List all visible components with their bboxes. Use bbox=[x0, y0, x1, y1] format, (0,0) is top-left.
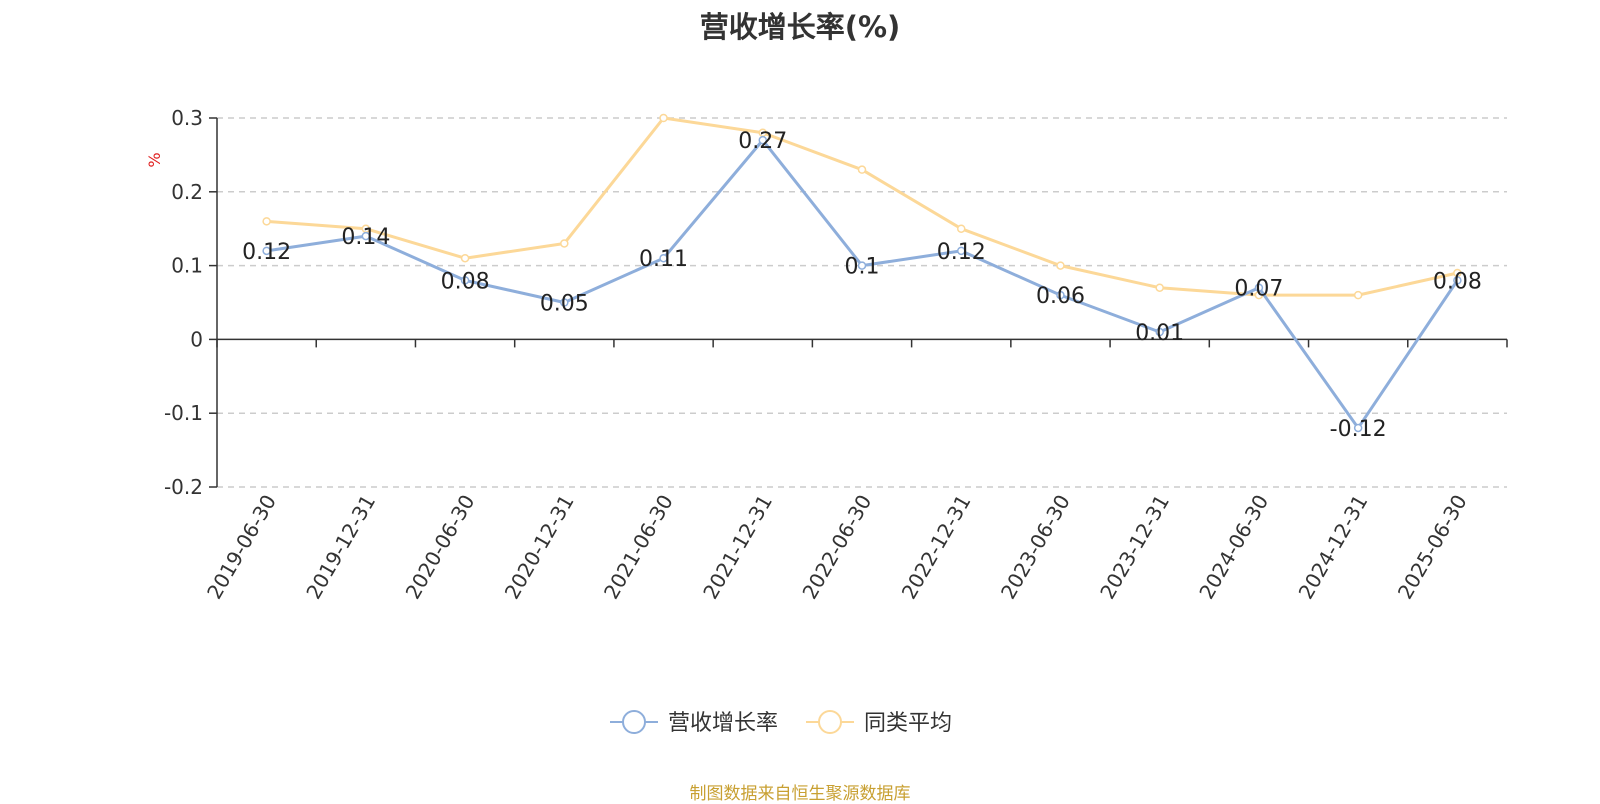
legend-item-revenue-growth: 营收增长率 bbox=[610, 710, 778, 736]
x-tick-label: 2022-12-31 bbox=[897, 490, 976, 603]
data-point bbox=[659, 253, 668, 263]
data-label: 0.12 bbox=[937, 240, 986, 265]
y-tick-label: 0.1 bbox=[171, 254, 203, 278]
x-tick-label: 2021-12-31 bbox=[698, 491, 777, 604]
x-tick-label: 2025-06-30 bbox=[1393, 491, 1472, 604]
y-tick-label: 0.2 bbox=[171, 180, 203, 204]
data-label: 0.05 bbox=[540, 292, 589, 317]
y-tick-label: 0.3 bbox=[171, 106, 203, 130]
legend-marker bbox=[818, 710, 842, 734]
data-label: 0.11 bbox=[639, 247, 688, 272]
data-point bbox=[956, 246, 966, 256]
data-point bbox=[1056, 261, 1065, 270]
data-point bbox=[956, 224, 966, 233]
data-point bbox=[361, 231, 371, 241]
data-label: 0.14 bbox=[341, 225, 390, 250]
data-point bbox=[857, 165, 867, 174]
data-label: -0.12 bbox=[1330, 417, 1387, 442]
data-label: 0.08 bbox=[1433, 269, 1482, 294]
data-point bbox=[758, 135, 768, 145]
x-tick-label: 2020-12-31 bbox=[500, 491, 579, 604]
data-label: 0.06 bbox=[1036, 284, 1085, 309]
data-point bbox=[1155, 327, 1164, 337]
data-point bbox=[1155, 283, 1164, 292]
x-tick-label: 2024-06-30 bbox=[1194, 491, 1273, 604]
data-point bbox=[460, 276, 470, 285]
y-tick-label: -0.1 bbox=[164, 401, 203, 425]
x-tick-label: 2023-12-31 bbox=[1095, 491, 1174, 604]
data-label: 0.12 bbox=[242, 240, 291, 265]
x-tick-label: 2019-12-31 bbox=[301, 491, 380, 604]
x-tick-label: 2020-06-30 bbox=[401, 490, 480, 603]
x-tick-label: 2019-06-30 bbox=[202, 491, 281, 604]
data-point bbox=[262, 246, 271, 256]
data-label: 0.01 bbox=[1135, 321, 1184, 346]
legend-marker bbox=[622, 710, 646, 734]
data-point bbox=[1254, 283, 1264, 292]
chart-title: 营收增长率(%) bbox=[699, 10, 901, 44]
x-tick-label: 2022-06-30 bbox=[797, 491, 876, 604]
source-note: 制图数据来自恒生聚源数据库 bbox=[689, 784, 911, 804]
data-point bbox=[560, 239, 569, 248]
y-axis-label: % bbox=[145, 152, 164, 167]
y-tick-label: 0 bbox=[190, 327, 203, 351]
legend-label: 营收增长率 bbox=[668, 711, 778, 736]
data-point bbox=[262, 217, 271, 226]
data-point bbox=[659, 113, 668, 123]
x-tick-label: 2021-06-30 bbox=[599, 491, 678, 604]
data-label: 0.27 bbox=[738, 129, 787, 154]
legend-label: 同类平均 bbox=[864, 711, 952, 736]
legend-item-peer-average: 同类平均 bbox=[806, 710, 952, 736]
x-tick-label: 2023-06-30 bbox=[996, 491, 1075, 604]
data-point bbox=[1353, 290, 1363, 300]
data-point bbox=[1353, 423, 1363, 433]
y-tick-label: -0.2 bbox=[164, 475, 203, 499]
data-label: 0.1 bbox=[845, 255, 880, 280]
x-tick-label: 2024-12-31 bbox=[1294, 491, 1373, 604]
data-point bbox=[1453, 276, 1462, 285]
data-label: 0.07 bbox=[1234, 277, 1283, 302]
data-point bbox=[560, 298, 569, 307]
data-point bbox=[857, 261, 867, 270]
data-label: 0.08 bbox=[441, 269, 490, 294]
data-point bbox=[460, 253, 470, 263]
data-point bbox=[1056, 290, 1065, 300]
